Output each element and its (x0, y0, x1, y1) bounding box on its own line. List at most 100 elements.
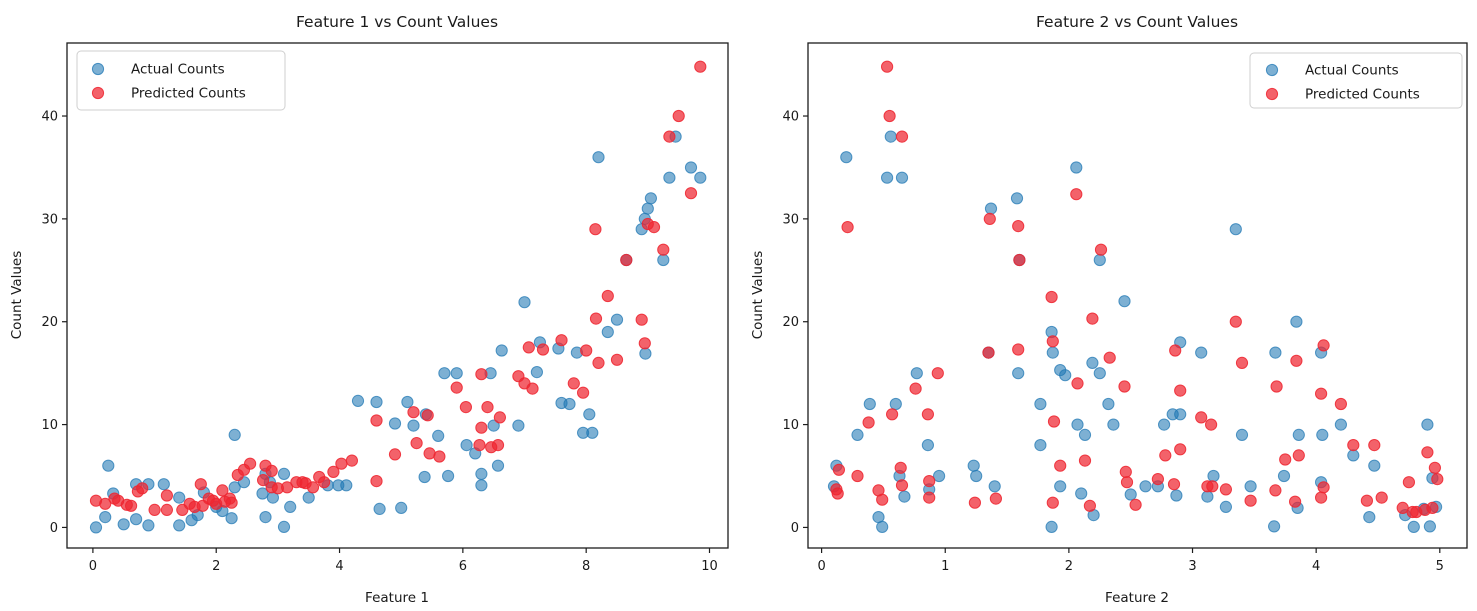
data-point (102, 459, 115, 472)
plot1-frame (66, 42, 729, 549)
data-point (1290, 315, 1303, 328)
data-point (895, 130, 909, 143)
data-point (988, 480, 1001, 493)
legend-marker-actual-icon (91, 62, 105, 76)
y-tick-label: 10 (41, 418, 58, 433)
legend-marker-predicted-icon (91, 86, 105, 100)
plot1-ylabel: Count Values (9, 251, 25, 340)
data-point (1421, 418, 1434, 431)
plot1-title: Feature 1 vs Count Values (296, 13, 498, 31)
data-point (592, 151, 605, 164)
data-point (1159, 449, 1172, 462)
data-point (586, 426, 599, 439)
data-point (475, 421, 488, 434)
x-tick-label: 4 (335, 559, 343, 574)
data-point (1206, 480, 1219, 493)
data-point (1071, 418, 1084, 431)
data-point (370, 475, 383, 488)
data-point (984, 202, 998, 215)
plot1-legend-predicted-label: Predicted Counts (131, 86, 246, 102)
data-point (460, 439, 473, 452)
data-point (1407, 520, 1420, 534)
data-point (259, 510, 272, 524)
data-point (894, 461, 907, 474)
data-point (968, 496, 982, 509)
y-tick-label: 10 (782, 418, 799, 433)
y-tick-label: 20 (782, 315, 799, 330)
data-point (1118, 380, 1131, 393)
data-point (883, 109, 896, 123)
data-point (401, 395, 414, 409)
plot1-plot-area: 0 2 4 6 8 10 0 10 20 30 40 (41, 60, 718, 574)
data-point (1289, 495, 1302, 508)
data-point (672, 109, 685, 123)
data-point (1174, 443, 1187, 456)
data-point (491, 439, 505, 452)
data-point (1219, 500, 1233, 513)
data-point (923, 475, 936, 488)
x-tick-label: 1 (941, 559, 949, 574)
data-point (225, 512, 238, 525)
data-point (530, 366, 544, 379)
plot1-legend-box (76, 50, 286, 111)
data-point (373, 502, 386, 515)
series-actual-points (827, 130, 1443, 534)
data-point (395, 501, 408, 514)
data-point (1102, 397, 1115, 411)
data-point (641, 202, 654, 215)
data-point (1047, 415, 1061, 428)
data-point (475, 368, 488, 381)
data-point (1347, 449, 1360, 462)
x-tick-label: 5 (1436, 559, 1444, 574)
data-point (410, 437, 423, 450)
data-point (663, 171, 676, 184)
data-point (1129, 498, 1142, 511)
data-point (318, 476, 331, 489)
data-point (130, 513, 143, 526)
data-point (526, 382, 539, 395)
data-point (173, 491, 186, 504)
data-point (1107, 418, 1120, 431)
data-point (644, 192, 658, 205)
data-point (592, 356, 605, 369)
data-point (1169, 344, 1182, 357)
data-point (1151, 473, 1165, 486)
data-point (1059, 369, 1072, 382)
data-point (967, 459, 980, 472)
data-point (895, 479, 909, 492)
data-point (583, 408, 596, 421)
data-point (1086, 356, 1099, 369)
x-tick-label: 10 (701, 559, 718, 574)
data-point (1034, 439, 1047, 452)
data-point (841, 221, 854, 234)
data-point (620, 253, 633, 267)
data-point (518, 296, 531, 309)
plot2-plot-area: 0 1 2 3 4 5 0 10 20 30 40 (782, 60, 1444, 574)
data-point (407, 419, 420, 432)
data-point (1118, 295, 1131, 308)
data-point (1120, 476, 1134, 489)
data-point (475, 467, 488, 480)
data-point (244, 457, 257, 470)
data-point (1034, 397, 1047, 411)
y-tick-label: 40 (782, 110, 799, 125)
data-point (277, 520, 291, 534)
data-point (194, 478, 207, 491)
data-point (1269, 346, 1282, 359)
y-tick-label: 20 (41, 315, 58, 330)
data-point (1219, 483, 1233, 496)
data-point (281, 481, 294, 494)
data-point (694, 60, 707, 73)
data-point (983, 212, 996, 225)
data-point (1045, 520, 1058, 534)
data-point (1315, 387, 1328, 400)
data-point (921, 408, 935, 421)
data-point (481, 401, 494, 414)
plot2-legend: Actual Counts Predicted Counts (1249, 52, 1463, 109)
x-tick-label: 0 (817, 559, 825, 574)
series-predicted-points (89, 60, 707, 516)
data-point (589, 312, 603, 325)
x-tick-label: 2 (212, 559, 220, 574)
x-tick-label: 4 (1312, 559, 1320, 574)
series-predicted-points (830, 60, 1444, 519)
